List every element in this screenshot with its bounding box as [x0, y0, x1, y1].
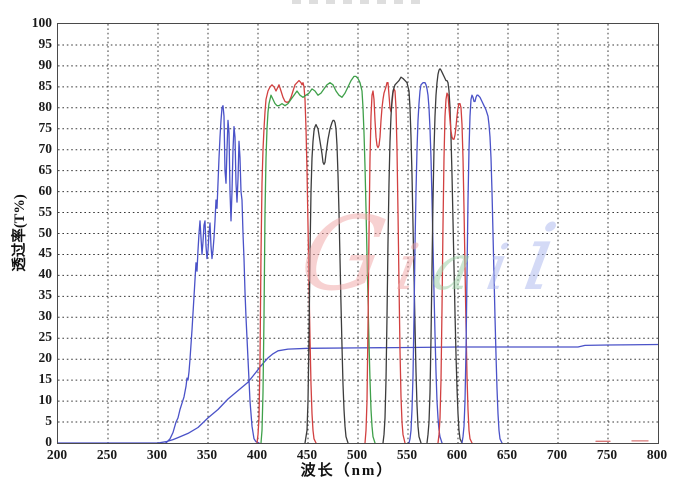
curve-blue-bandpass-553-584 — [408, 82, 443, 443]
y-tick-label: 85 — [38, 77, 53, 93]
y-tick-label: 25 — [38, 329, 53, 345]
y-tick-label: 90 — [38, 56, 53, 72]
y-tick-label: 30 — [38, 308, 53, 324]
y-tick-label: 45 — [38, 245, 53, 261]
y-tick-label: 55 — [38, 203, 53, 219]
y-tick-label: 0 — [45, 434, 52, 449]
y-tick-label: 20 — [38, 350, 53, 366]
y-tick-label: 50 — [38, 224, 53, 240]
y-tick-label: 60 — [38, 182, 53, 198]
curve-black-bandpass-570-604 — [426, 68, 463, 443]
y-tick-label: 100 — [31, 15, 52, 30]
curve-red-bandpass-508-546 — [364, 82, 406, 443]
x-tick-label: 600 — [446, 447, 468, 462]
x-tick-label: 350 — [196, 447, 218, 462]
curve-red-bandpass-400-455 — [256, 79, 317, 443]
curve-uv-bandpass-blue — [165, 105, 260, 443]
x-tick-label: 200 — [46, 447, 68, 462]
y-tick-label: 5 — [45, 413, 52, 429]
curve-blue-bandpass-605-643 — [461, 94, 503, 443]
y-tick-label: 70 — [38, 140, 53, 156]
clipped-title-remnant — [292, 0, 422, 4]
x-tick-label: 650 — [496, 447, 518, 462]
y-tick-label: 75 — [38, 119, 53, 135]
x-tick-label: 550 — [396, 447, 418, 462]
curve-black-bandpass-448-490 — [304, 119, 349, 443]
x-tick-label: 450 — [296, 447, 318, 462]
y-tick-label: 35 — [38, 287, 53, 303]
y-tick-label: 10 — [38, 392, 53, 408]
x-tick-label: 800 — [646, 447, 668, 462]
plot-area: Giaii — [57, 23, 659, 444]
y-tick-label: 65 — [38, 161, 53, 177]
x-tick-label: 300 — [146, 447, 168, 462]
curve-red-bandpass-581-613 — [437, 92, 473, 443]
curve-black-bandpass-526-563 — [382, 76, 422, 443]
x-tick-label: 500 — [346, 447, 368, 462]
curve-green-broadband-405-515 — [260, 75, 376, 443]
y-tick-label: 15 — [38, 371, 53, 387]
x-tick-label: 700 — [546, 447, 568, 462]
y-tick-label: 95 — [38, 35, 53, 51]
x-tick-label: 750 — [596, 447, 618, 462]
y-tick-label: 40 — [38, 266, 53, 282]
y-tick-label: 80 — [38, 98, 53, 114]
x-tick-label: 250 — [96, 447, 118, 462]
plot-canvas — [58, 24, 658, 443]
x-tick-label: 400 — [246, 447, 268, 462]
x-axis-title: 波长（nm） — [300, 463, 394, 479]
